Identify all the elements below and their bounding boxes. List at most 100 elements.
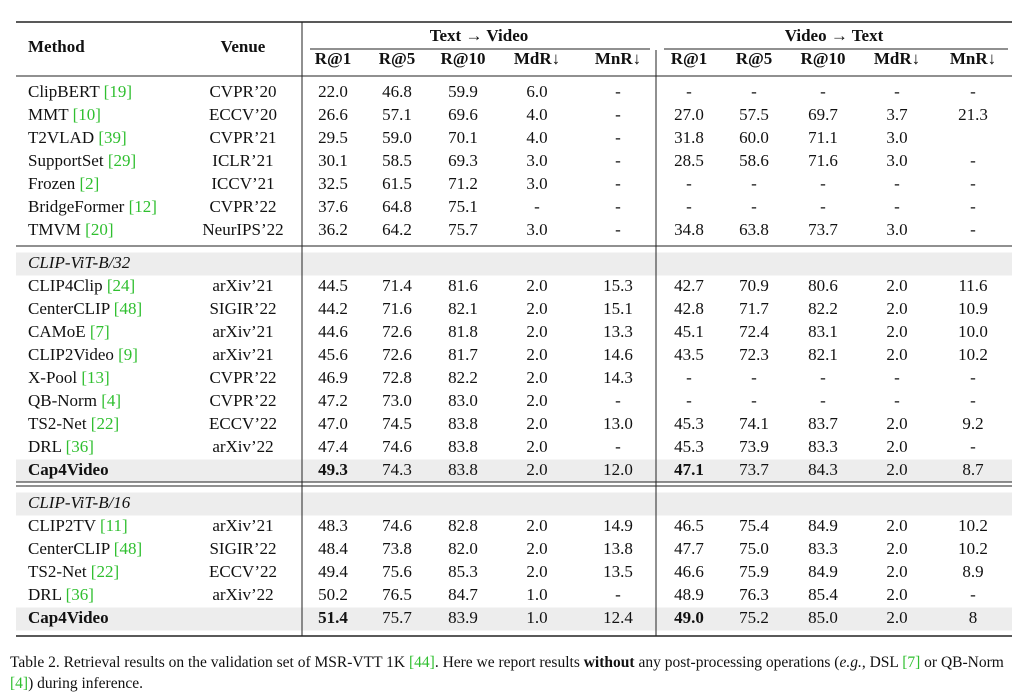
- citation: [36]: [66, 437, 94, 456]
- value-cell: 73.7: [739, 460, 769, 479]
- value-cell: 83.9: [448, 608, 478, 627]
- venue-cell: CVPR’21: [209, 128, 276, 147]
- value-cell: 22.0: [318, 82, 348, 101]
- venue-cell: ECCV’20: [209, 105, 277, 124]
- metric-header: MdR↓: [514, 49, 560, 68]
- value-cell: 72.4: [739, 322, 769, 341]
- value-cell: 83.1: [808, 322, 838, 341]
- value-cell: 60.0: [739, 128, 769, 147]
- value-cell: 44.2: [318, 299, 348, 318]
- highlight-band: [16, 459, 1012, 483]
- method-name: BridgeFormer: [28, 197, 125, 216]
- value-cell: 71.1: [808, 128, 838, 147]
- value-cell: 85.0: [808, 608, 838, 627]
- value-cell: -: [686, 197, 692, 216]
- value-cell: 58.5: [382, 151, 412, 170]
- section-label: CLIP-ViT-B/32: [28, 253, 131, 272]
- method-name: CenterCLIP: [28, 299, 110, 318]
- value-cell: 6.0: [526, 82, 547, 101]
- value-cell: 63.8: [739, 220, 769, 239]
- value-cell: 13.5: [603, 562, 633, 581]
- value-cell: 57.5: [739, 105, 769, 124]
- venue-cell: arXiv’21: [212, 345, 273, 364]
- value-cell: 71.2: [448, 174, 478, 193]
- value-cell: 2.0: [526, 460, 547, 479]
- value-cell: 61.5: [382, 174, 412, 193]
- value-cell: -: [894, 197, 900, 216]
- citation: [7]: [90, 322, 110, 341]
- value-cell: -: [970, 368, 976, 387]
- value-cell: 75.0: [739, 539, 769, 558]
- value-cell: 82.8: [448, 516, 478, 535]
- caption-text: [4]: [10, 675, 29, 692]
- method-cell: CLIP2Video [9]: [28, 345, 138, 364]
- value-cell: -: [894, 174, 900, 193]
- value-cell: -: [615, 82, 621, 101]
- value-cell: -: [615, 174, 621, 193]
- highlight-band: [16, 607, 1012, 631]
- venue-cell: arXiv’21: [212, 322, 273, 341]
- value-cell: -: [686, 391, 692, 410]
- value-cell: 84.3: [808, 460, 838, 479]
- value-cell: 2.0: [886, 585, 907, 604]
- value-cell: -: [615, 151, 621, 170]
- value-cell: 2.0: [886, 345, 907, 364]
- value-cell: 82.2: [448, 368, 478, 387]
- value-cell: 51.4: [318, 608, 348, 627]
- method-name: X-Pool: [28, 368, 77, 387]
- value-cell: 2.0: [526, 345, 547, 364]
- value-cell: 84.7: [448, 585, 478, 604]
- value-cell: 2.0: [886, 322, 907, 341]
- value-cell: 2.0: [526, 414, 547, 433]
- value-cell: 31.8: [674, 128, 704, 147]
- method-name: TMVM: [28, 220, 81, 239]
- value-cell: 71.6: [808, 151, 838, 170]
- value-cell: 64.8: [382, 197, 412, 216]
- value-cell: 3.0: [886, 128, 907, 147]
- venue-cell: NeurIPS’22: [202, 220, 283, 239]
- citation: [12]: [129, 197, 157, 216]
- venue-cell: arXiv’21: [212, 516, 273, 535]
- value-cell: 48.9: [674, 585, 704, 604]
- value-cell: 36.2: [318, 220, 348, 239]
- header-cell: Venue: [221, 37, 266, 56]
- value-cell: -: [534, 197, 540, 216]
- value-cell: 2.0: [886, 539, 907, 558]
- value-cell: 2.0: [886, 299, 907, 318]
- method-cell: Cap4Video: [28, 460, 109, 479]
- value-cell: -: [686, 82, 692, 101]
- citation: [22]: [91, 414, 119, 433]
- method-cell: TMVM [20]: [28, 220, 113, 239]
- value-cell: 12.0: [603, 460, 633, 479]
- method-name: ClipBERT: [28, 82, 100, 101]
- value-cell: 45.1: [674, 322, 704, 341]
- value-cell: 82.1: [448, 299, 478, 318]
- value-cell: 83.3: [808, 437, 838, 456]
- method-cell: QB-Norm [4]: [28, 391, 121, 410]
- value-cell: 2.0: [526, 322, 547, 341]
- value-cell: -: [686, 368, 692, 387]
- value-cell: 76.3: [739, 585, 769, 604]
- venue-cell: CVPR’20: [209, 82, 276, 101]
- value-cell: 75.2: [739, 608, 769, 627]
- value-cell: -: [970, 197, 976, 216]
- value-cell: 83.3: [808, 539, 838, 558]
- method-cell: CAMoE [7]: [28, 322, 110, 341]
- value-cell: 1.0: [526, 608, 547, 627]
- value-cell: 83.0: [448, 391, 478, 410]
- method-name: CLIP4Clip: [28, 276, 103, 295]
- value-cell: 75.7: [382, 608, 412, 627]
- value-cell: 84.9: [808, 516, 838, 535]
- value-cell: 74.6: [382, 516, 412, 535]
- value-cell: -: [751, 174, 757, 193]
- method-name: QB-Norm: [28, 391, 97, 410]
- value-cell: 3.0: [526, 151, 547, 170]
- value-cell: 2.0: [526, 299, 547, 318]
- value-cell: -: [894, 368, 900, 387]
- group-header: Text → Video: [430, 26, 529, 45]
- value-cell: 81.6: [448, 276, 478, 295]
- method-name: CAMoE: [28, 322, 86, 341]
- venue-cell: ECCV’22: [209, 414, 277, 433]
- value-cell: 2.0: [886, 460, 907, 479]
